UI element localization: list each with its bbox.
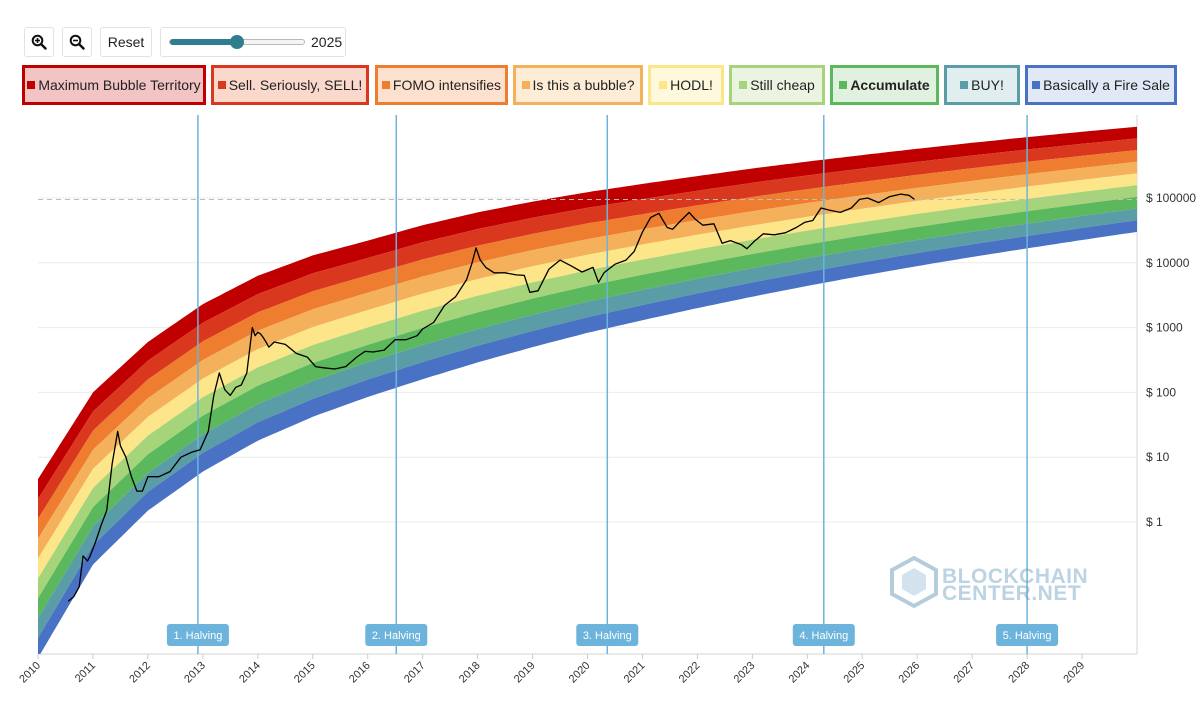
watermark-line1: BLOCKCHAIN	[942, 565, 1088, 588]
halving-label: 1. Halving	[173, 630, 222, 642]
x-tick-label: 2013	[182, 660, 208, 686]
legend-item-buy[interactable]: BUY!	[944, 65, 1020, 105]
reset-button[interactable]: Reset	[100, 27, 152, 57]
x-tick-label: 2019	[512, 660, 538, 686]
legend-label: Maximum Bubble Territory	[38, 77, 201, 93]
zoom-out-button[interactable]	[62, 27, 92, 57]
x-tick-label: 2020	[567, 660, 593, 686]
x-tick-label: 2010	[17, 660, 43, 686]
zoom-out-icon	[69, 34, 85, 50]
legend-swatch	[381, 81, 390, 89]
x-tick-label: 2024	[787, 660, 813, 686]
legend-item-is-this-a-bubble[interactable]: Is this a bubble?	[513, 65, 643, 105]
halving-label: 5. Halving	[1003, 630, 1052, 642]
x-tick-label: 2014	[237, 660, 263, 686]
legend-label: FOMO intensifies	[392, 77, 502, 93]
legend-swatch	[521, 81, 530, 89]
rainbow-band	[38, 138, 1137, 519]
halving-label-box	[365, 624, 428, 646]
legend-swatch	[1032, 81, 1041, 89]
legend-item-accumulate[interactable]: Accumulate	[830, 65, 939, 105]
legend-label: Sell. Seriously, SELL!	[228, 77, 363, 93]
x-tick-label: 2022	[677, 660, 703, 686]
legend-item-hodl[interactable]: HODL!	[648, 65, 724, 105]
y-tick-label: $ 1000	[1146, 321, 1183, 335]
x-tick-label: 2027	[951, 660, 977, 686]
legend-label: Still cheap	[750, 77, 815, 93]
y-tick-label: $ 10000	[1146, 256, 1190, 270]
rainbow-band	[38, 150, 1137, 539]
halving-label-box	[576, 624, 639, 646]
y-tick-label: $ 10	[1146, 450, 1170, 464]
legend-item-sell-seriously-sell[interactable]: Sell. Seriously, SELL!	[211, 65, 369, 105]
legend-item-maximum-bubble-territory[interactable]: Maximum Bubble Territory	[22, 65, 206, 105]
x-tick-label: 2023	[732, 660, 758, 686]
legend-swatch	[659, 81, 668, 89]
halving-label-box	[792, 624, 855, 646]
legend-label: Accumulate	[850, 77, 930, 93]
x-tick-label: 2011	[73, 660, 98, 685]
x-tick-label: 2026	[897, 660, 923, 686]
legend-label: Basically a Fire Sale	[1043, 77, 1170, 93]
legend-label: Is this a bubble?	[532, 77, 635, 93]
year-slider-value: 2025	[311, 34, 343, 50]
x-tick-label: 2017	[402, 660, 428, 686]
legend-swatch	[839, 81, 848, 89]
legend-swatch	[960, 81, 969, 89]
legend-swatch	[217, 81, 226, 89]
halving-label: 3. Halving	[583, 630, 632, 642]
year-slider-thumb[interactable]	[230, 35, 244, 49]
halving-label-box	[996, 624, 1059, 646]
legend-item-fomo-intensifies[interactable]: FOMO intensifies	[375, 65, 508, 105]
rainbow-bands	[38, 126, 1137, 654]
legend-item-basically-a-fire-sale[interactable]: Basically a Fire Sale	[1025, 65, 1177, 105]
x-tick-label: 2028	[1006, 660, 1032, 686]
x-tick-label: 2021	[622, 660, 648, 686]
rainbow-band	[38, 161, 1137, 559]
year-slider[interactable]	[169, 35, 305, 49]
x-tick-label: 2025	[842, 660, 868, 686]
zoom-in-button[interactable]	[24, 27, 54, 57]
x-tick-label: 2029	[1061, 660, 1087, 686]
y-tick-label: $ 1	[1146, 515, 1163, 529]
x-tick-label: 2012	[127, 660, 153, 686]
legend-swatch	[27, 81, 36, 89]
halving-label: 2. Halving	[372, 630, 421, 642]
zoom-in-icon	[31, 34, 47, 50]
year-slider-fill	[170, 39, 237, 45]
legend-swatch	[739, 81, 748, 89]
legend-label: HODL!	[670, 77, 713, 93]
legend-item-still-cheap[interactable]: Still cheap	[729, 65, 825, 105]
x-tick-label: 2016	[347, 660, 373, 686]
halving-label: 4. Halving	[799, 630, 848, 642]
blockchain-center-logo-icon	[890, 555, 938, 609]
legend-label: BUY!	[971, 77, 1004, 93]
x-tick-label: 2018	[457, 660, 483, 686]
y-tick-label: $ 100000	[1146, 191, 1196, 205]
rainbow-band	[38, 126, 1137, 499]
halving-label-box	[166, 624, 229, 646]
year-slider-container: 2025	[160, 27, 346, 57]
watermark-line2: CENTER.NET	[942, 582, 1081, 605]
btc-price-line	[67, 193, 915, 602]
x-tick-label: 2015	[292, 660, 318, 686]
rainbow-band	[38, 220, 1137, 654]
y-tick-label: $ 100	[1146, 385, 1176, 399]
